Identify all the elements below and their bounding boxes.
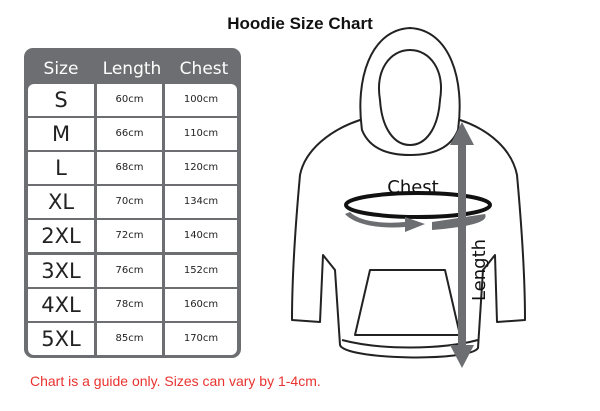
cell-length: 76cm [97,254,162,287]
cell-chest: 134cm [165,186,237,219]
chest-label: Chest [387,177,439,198]
chest-arrow [345,212,425,232]
cell-size: 5XL [28,322,94,355]
length-arrow [450,122,474,368]
cell-size: M [28,118,94,151]
length-label: Length [469,239,490,301]
cell-size: S [28,84,94,116]
cell-chest: 120cm [165,152,237,185]
pocket [354,269,461,336]
hoodie-body [291,119,526,359]
cell-length: 68cm [97,152,162,185]
size-table: Size Length Chest S 60cm 100cm M 66cm 110cm L 6… [24,48,241,358]
chest-ellipse [344,191,492,219]
cell-length: 78cm [97,288,162,321]
cell-length: 72cm [97,220,162,253]
cell-length: 70cm [97,186,162,219]
cell-size: L [28,152,94,185]
cell-length: 85cm [97,322,162,355]
cell-size: 3XL [28,254,94,287]
cell-chest: 140cm [165,220,237,253]
footer-note: Chart is a guide only. Sizes can vary by… [30,373,321,389]
cell-chest: 100cm [165,84,237,116]
hood-opening [378,49,442,146]
cell-length: 66cm [97,118,162,151]
cell-size: 2XL [28,220,94,253]
header-length: Length [102,59,162,79]
cell-chest: 110cm [165,118,237,151]
cell-chest: 170cm [165,322,237,355]
cell-size: XL [28,186,94,219]
cell-length: 60cm [97,84,162,116]
cell-chest: 160cm [165,288,237,321]
chart-title: Hoodie Size Chart [227,14,373,33]
header-size: Size [43,59,79,79]
cell-chest: 152cm [165,254,237,287]
header-chest: Chest [179,59,229,79]
cell-size: 4XL [28,288,94,321]
